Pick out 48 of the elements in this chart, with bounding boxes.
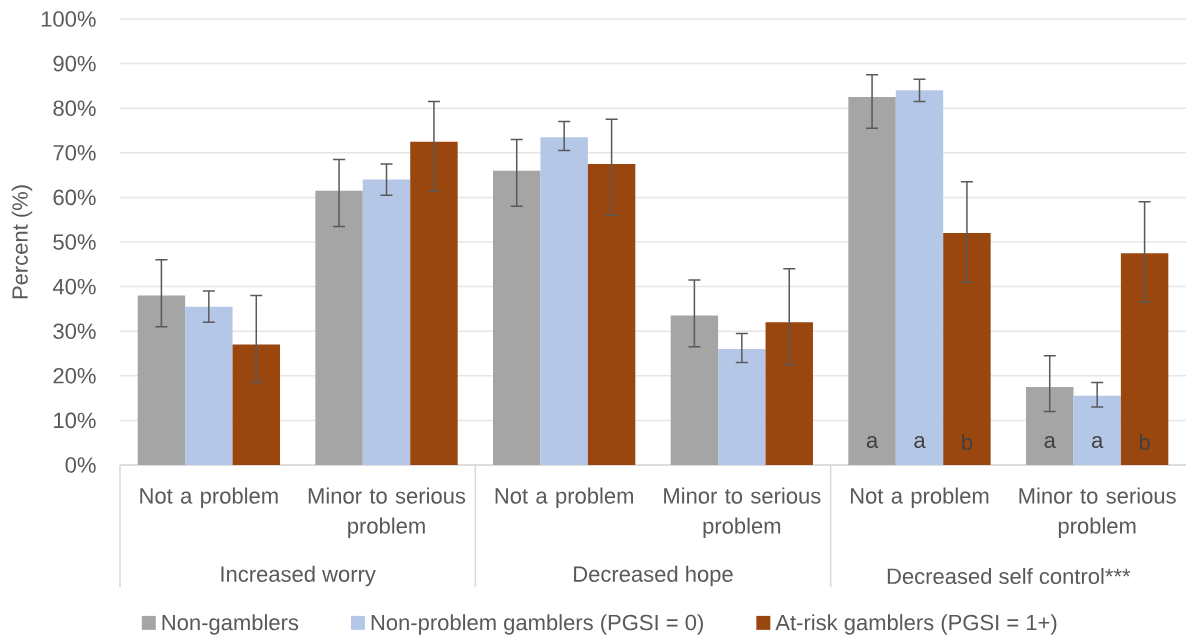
bar — [1026, 386, 1074, 465]
text: Decreased self control*** — [887, 567, 1131, 585]
bar — [185, 306, 233, 465]
x-tick-label: Not a problem — [851, 487, 989, 509]
text: Decreased hope — [574, 565, 733, 587]
bar — [493, 170, 541, 465]
legend-label: Non-problem gamblers (PGSI = 0) — [371, 614, 703, 635]
y-tick-label: 20% — [53, 368, 96, 384]
y-tick-label: 40% — [52, 278, 96, 295]
bar — [410, 141, 458, 465]
data-label: b — [1139, 433, 1150, 451]
data-label: b — [962, 433, 973, 451]
data-label: a — [914, 435, 926, 449]
bar — [232, 344, 280, 465]
legend-label: At-risk gamblers (PGSI = 1+) — [775, 614, 1057, 635]
y-tick-label: 10% — [54, 412, 96, 429]
y-tick-label: 100% — [41, 11, 96, 27]
bar — [587, 163, 636, 465]
y-tick-label: 80% — [53, 100, 96, 116]
data-label: a — [1044, 435, 1056, 449]
y-tick-label: 60% — [53, 189, 96, 206]
text: Increased worry — [221, 565, 376, 587]
y-tick-label: 50% — [53, 234, 96, 250]
bar — [848, 97, 896, 465]
bar — [540, 137, 588, 465]
x-tick-label: Minor to serious problem — [1019, 487, 1176, 539]
bar — [670, 315, 719, 465]
data-label: a — [866, 435, 879, 449]
bar — [765, 322, 813, 465]
x-tick-label: Minor to serious problem — [664, 487, 821, 539]
bar — [362, 179, 411, 465]
data-label: a — [1091, 435, 1104, 449]
bar — [137, 295, 186, 465]
bar — [1120, 253, 1169, 465]
legend-label: Non-gamblers — [162, 614, 299, 635]
bar — [943, 233, 991, 465]
bar — [315, 190, 363, 465]
y-axis-title: Percent (%) — [11, 185, 33, 299]
x-tick-label: Not a problem — [140, 487, 278, 509]
y-tick-label: 0% — [65, 457, 96, 473]
y-tick-label: 90% — [53, 55, 96, 72]
y-tick-label: 70% — [53, 145, 96, 161]
bar — [1073, 395, 1121, 465]
y-tick-label: 30% — [53, 323, 96, 339]
bar — [895, 90, 944, 465]
x-tick-label: Not a problem — [495, 487, 633, 509]
x-tick-label: Minor to serious problem — [308, 487, 466, 539]
bar — [718, 349, 766, 465]
